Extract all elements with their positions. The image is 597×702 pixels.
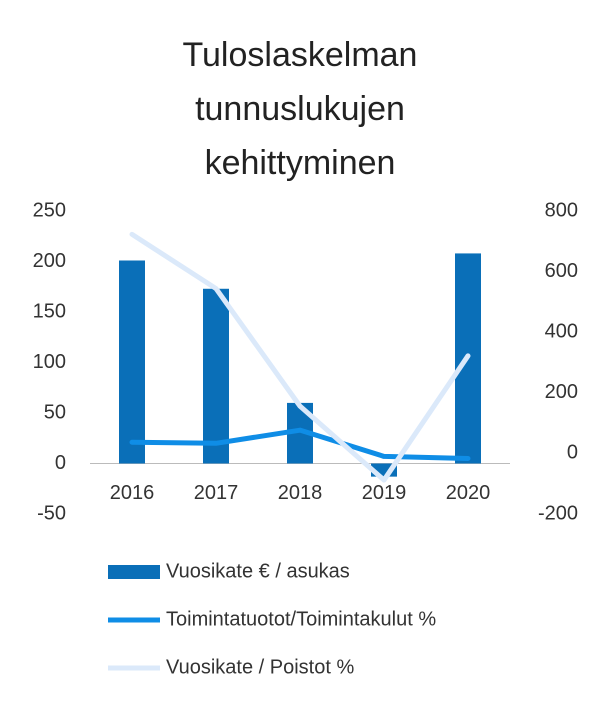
x-tick-label: 2020 bbox=[446, 482, 491, 504]
y2-tick-label: 600 bbox=[545, 260, 578, 282]
line bbox=[129, 427, 471, 461]
legend-label: Vuosikate € / asukas bbox=[166, 560, 350, 582]
y-tick-label: 150 bbox=[33, 300, 66, 322]
chart-title: Tuloslaskelman tunnuslukujen kehittymine… bbox=[182, 36, 418, 182]
legend-label: Vuosikate / Poistot % bbox=[166, 656, 354, 678]
x-tick-label: 2016 bbox=[110, 482, 155, 504]
y-tick-label: 0 bbox=[55, 452, 66, 474]
x-tick-label: 2019 bbox=[362, 482, 407, 504]
y2-tick-label: -200 bbox=[538, 502, 578, 524]
y-tick-label: 250 bbox=[33, 199, 66, 221]
y-tick-label: 200 bbox=[33, 250, 66, 272]
y2-tick-label: 200 bbox=[545, 381, 578, 403]
x-tick-label: 2018 bbox=[278, 482, 323, 504]
y-tick-label: 50 bbox=[44, 401, 66, 423]
bar bbox=[203, 288, 229, 464]
bar bbox=[119, 260, 145, 464]
legend-label: Toimintatuotot/Toimintakulut % bbox=[166, 608, 436, 630]
legend-swatch bbox=[108, 565, 160, 579]
y-tick-label: 100 bbox=[33, 351, 66, 373]
y-tick-label: -50 bbox=[37, 502, 66, 524]
line bbox=[129, 231, 471, 483]
y2-tick-label: 400 bbox=[545, 320, 578, 342]
y2-tick-label: 800 bbox=[545, 199, 578, 221]
y2-tick-label: 0 bbox=[567, 442, 578, 464]
x-tick-label: 2017 bbox=[194, 482, 239, 504]
